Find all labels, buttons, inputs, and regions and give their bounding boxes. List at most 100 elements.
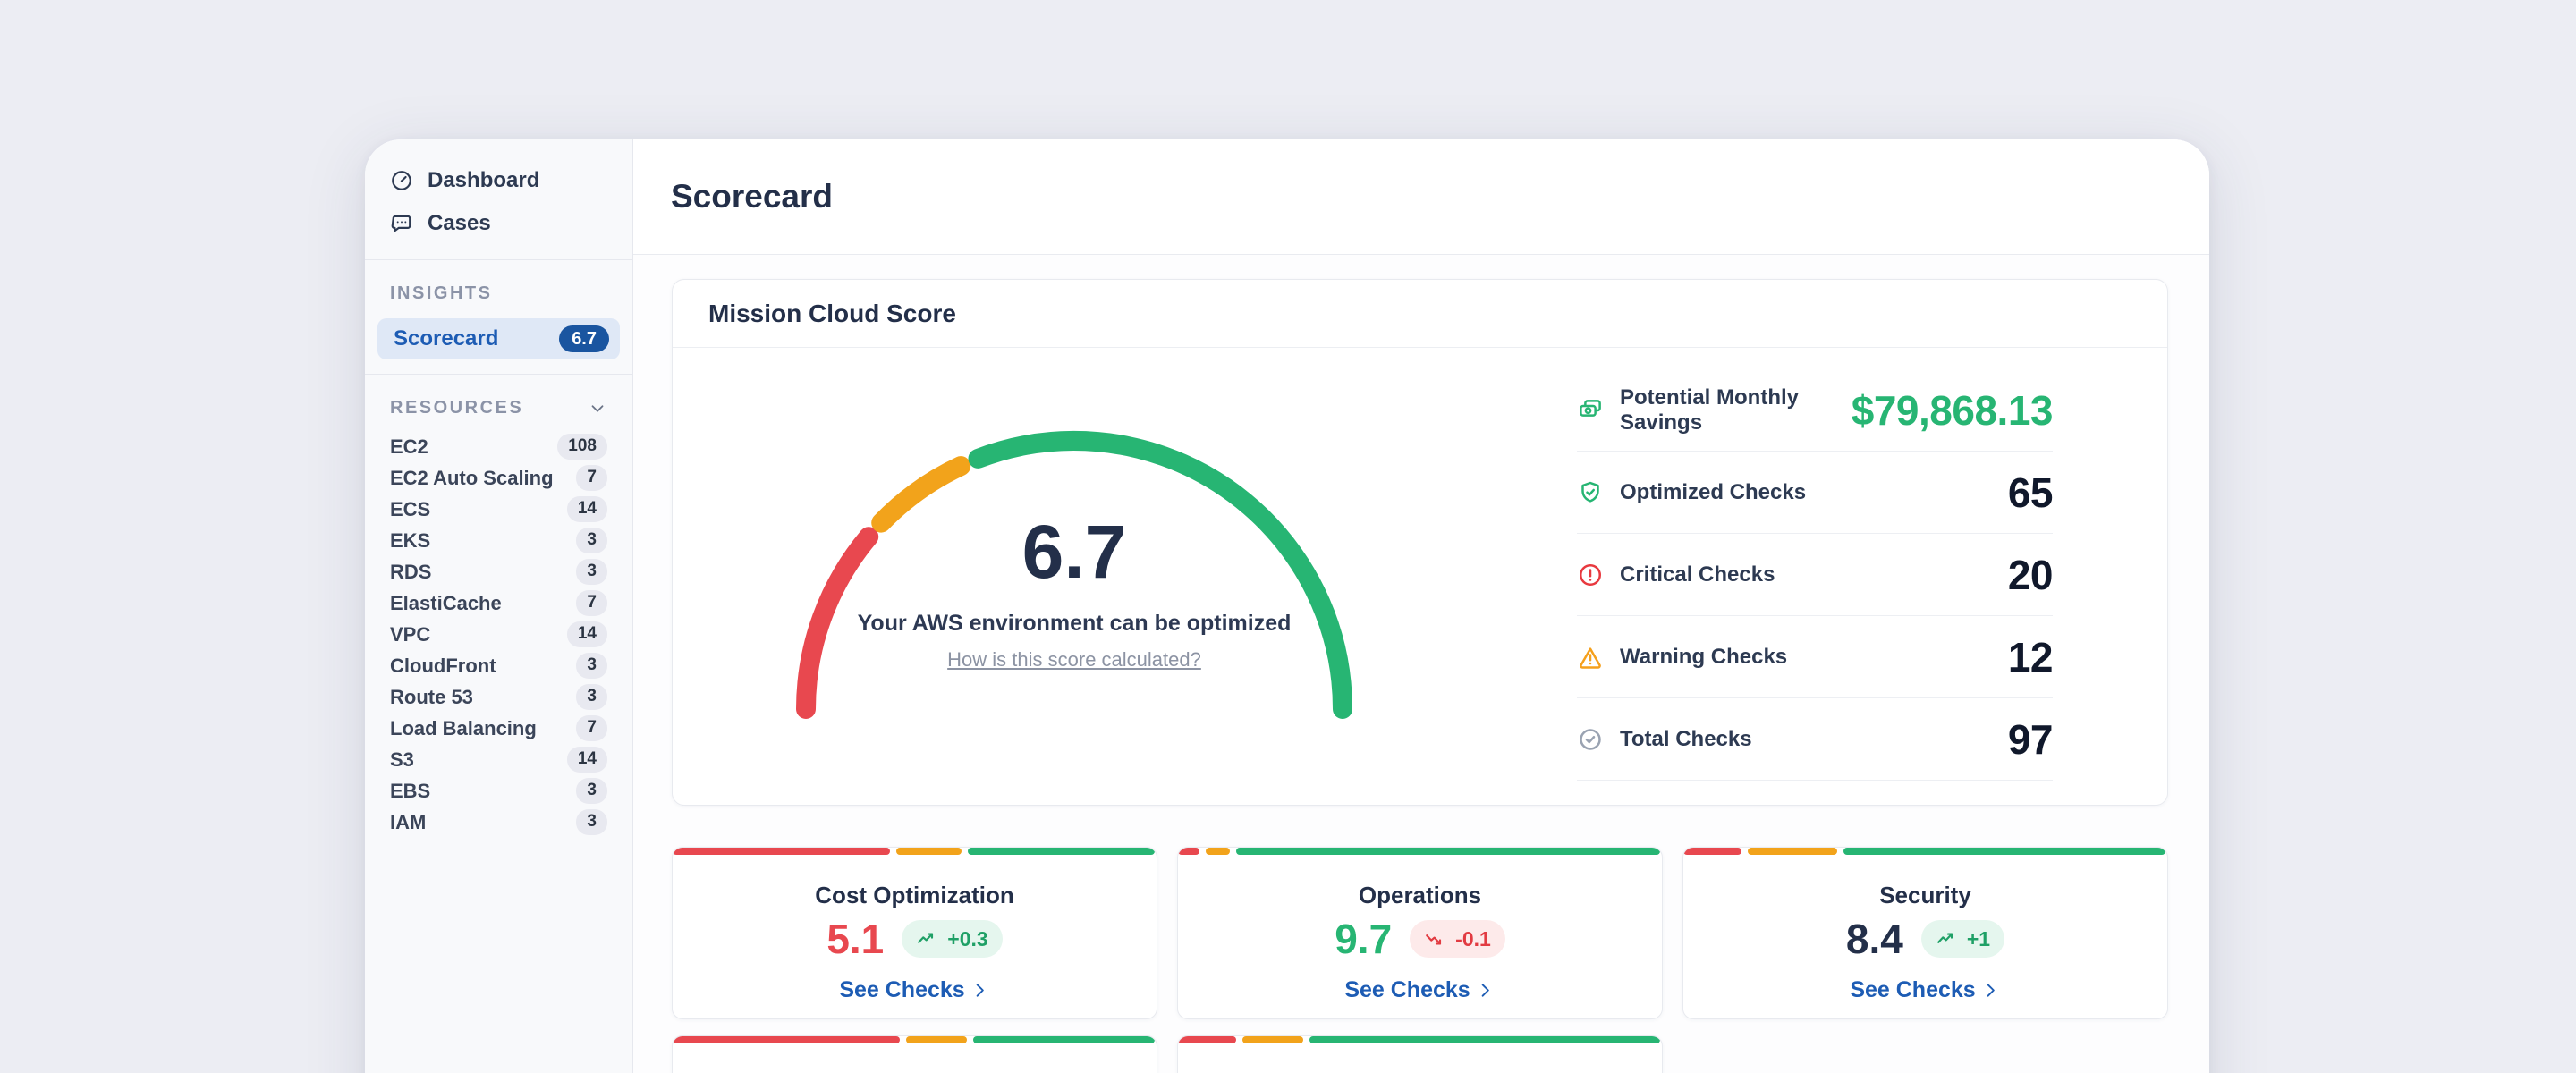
sidebar-item-resource[interactable]: RDS 3 <box>365 556 632 587</box>
see-checks-link[interactable]: See Checks <box>1683 977 2167 1003</box>
sidebar-item-resource[interactable]: Load Balancing 7 <box>365 713 632 744</box>
trend-badge: +0.3 <box>902 920 1003 958</box>
trend-value: +0.3 <box>947 926 988 950</box>
category-score: 5.1 <box>826 916 885 962</box>
stat-icon <box>1577 562 1604 588</box>
sidebar-item-resource[interactable]: ECS 14 <box>365 494 632 525</box>
app-window: Dashboard Cases INSIGHTS Scorecard 6.7 R… <box>365 139 2209 1073</box>
category-score-bar <box>1178 848 1662 855</box>
sidebar-item-resource[interactable]: EBS 3 <box>365 775 632 807</box>
sidebar-item-resource[interactable]: S3 14 <box>365 744 632 775</box>
category-score-bar <box>673 848 1157 855</box>
stat-value: 97 <box>2007 715 2054 763</box>
checks-stats: Potential Monthly Savings $79,868.13 Opt… <box>1577 369 2054 781</box>
main-area: Scorecard Mission Cloud Score 6.7 Your A… <box>633 139 2209 1073</box>
sidebar-item-resource[interactable]: EKS 3 <box>365 525 632 556</box>
category-title: Cost Optimization <box>815 882 1014 908</box>
stat-label: Critical Checks <box>1620 562 1775 587</box>
chevron-right-icon <box>1475 980 1496 1001</box>
category-score-bar <box>1178 1036 1662 1043</box>
insights-section-label: INSIGHTS <box>390 283 493 303</box>
category-score: 8.4 <box>1845 916 1903 962</box>
sidebar-item-resource[interactable]: EC2 Auto Scaling 7 <box>365 462 632 494</box>
sidebar: Dashboard Cases INSIGHTS Scorecard 6.7 R… <box>365 139 633 1073</box>
category-score-bar <box>673 1036 1157 1043</box>
resource-label: CloudFront <box>390 654 496 677</box>
gauge-arc <box>796 430 1352 719</box>
stat-label: Warning Checks <box>1620 644 1788 669</box>
chevron-down-icon[interactable] <box>588 399 607 418</box>
stat-icon <box>1577 726 1604 753</box>
resource-label: EC2 Auto Scaling <box>390 466 554 489</box>
resource-label: RDS <box>390 560 432 583</box>
resource-count-badge: 7 <box>576 465 607 491</box>
trend-value: -0.1 <box>1455 926 1491 950</box>
mission-cloud-score-card: Mission Cloud Score 6.7 Your AWS environ… <box>672 279 2168 806</box>
category-card: Cost Optimization 5.1 +0.3 See Checks <box>672 847 1157 1019</box>
gauge-score-value: 6.7 <box>1021 510 1127 594</box>
stat-value: 20 <box>2007 551 2054 598</box>
stat-value: 12 <box>2007 633 2054 680</box>
resource-label: EBS <box>390 779 431 802</box>
resource-count-badge: 7 <box>576 715 607 741</box>
category-cards-row-2 <box>672 1035 2168 1073</box>
resource-label: Load Balancing <box>390 716 537 739</box>
sidebar-item-resource[interactable]: VPC 14 <box>365 619 632 650</box>
category-score-bar <box>1683 848 2167 855</box>
score-explainer-link[interactable]: How is this score calculated? <box>947 648 1201 671</box>
main-content: Mission Cloud Score 6.7 Your AWS environ… <box>633 255 2209 1073</box>
resources-list: EC2 108 EC2 Auto Scaling 7 ECS 14 EKS 3 <box>365 431 632 838</box>
resource-count-badge: 14 <box>566 621 607 647</box>
trend-badge: -0.1 <box>1410 920 1505 958</box>
sidebar-item-dashboard[interactable]: Dashboard <box>365 159 632 202</box>
category-card: Security 8.4 +1 See Checks <box>1682 847 2168 1019</box>
resource-label: VPC <box>390 622 431 646</box>
resource-count-badge: 3 <box>576 653 607 679</box>
resource-count-badge: 7 <box>576 590 607 616</box>
category-title: Security <box>1879 882 1971 908</box>
resource-count-badge: 3 <box>576 684 607 710</box>
card-body: 6.7 Your AWS environment can be optimize… <box>673 348 2167 805</box>
sidebar-item-label: Scorecard <box>394 326 499 351</box>
stat-icon <box>1577 644 1604 671</box>
category-title: Operations <box>1358 882 1482 908</box>
resource-count-badge: 3 <box>576 559 607 585</box>
score-gauge: 6.7 Your AWS environment can be optimize… <box>788 423 1360 727</box>
chevron-right-icon <box>970 980 990 1001</box>
sidebar-item-scorecard[interactable]: Scorecard 6.7 <box>377 318 620 359</box>
resource-count-badge: 3 <box>576 778 607 804</box>
trend-icon <box>916 927 939 950</box>
stat-row: Warning Checks 12 <box>1577 616 2054 698</box>
resource-count-badge: 14 <box>566 496 607 522</box>
see-checks-link[interactable]: See Checks <box>1178 977 1662 1003</box>
gauge-subtitle: Your AWS environment can be optimized <box>857 611 1292 636</box>
sidebar-item-resource[interactable]: EC2 108 <box>365 431 632 462</box>
resource-label: EKS <box>390 528 431 552</box>
sidebar-item-resource[interactable]: ElastiCache 7 <box>365 587 632 619</box>
sidebar-item-cases[interactable]: Cases <box>365 202 632 245</box>
sidebar-item-resource[interactable]: IAM 3 <box>365 807 632 838</box>
sidebar-item-label: Cases <box>428 211 491 235</box>
stat-label: Potential Monthly Savings <box>1620 384 1799 435</box>
main-header: Scorecard <box>633 139 2209 255</box>
see-checks-link[interactable]: See Checks <box>673 977 1157 1003</box>
sidebar-item-resource[interactable]: CloudFront 3 <box>365 650 632 681</box>
resource-count-badge: 3 <box>576 809 607 835</box>
resource-label: EC2 <box>390 435 428 458</box>
resources-section-label[interactable]: RESOURCES <box>365 398 632 418</box>
page-title: Scorecard <box>671 178 833 215</box>
category-score: 9.7 <box>1335 916 1393 962</box>
sidebar-divider <box>365 259 632 260</box>
stat-icon <box>1577 397 1604 424</box>
trend-icon <box>1424 927 1447 950</box>
sidebar-item-resource[interactable]: Route 53 3 <box>365 681 632 713</box>
sidebar-item-label: Dashboard <box>428 168 540 192</box>
resource-count-badge: 14 <box>566 747 607 773</box>
category-card <box>672 1035 1157 1073</box>
trend-badge: +1 <box>1920 920 2005 958</box>
gauge-icon <box>390 169 413 192</box>
stat-row: Critical Checks 20 <box>1577 534 2054 616</box>
chat-icon <box>390 212 413 235</box>
resource-label: ElastiCache <box>390 591 502 614</box>
stat-row: Potential Monthly Savings $79,868.13 <box>1577 369 2054 452</box>
